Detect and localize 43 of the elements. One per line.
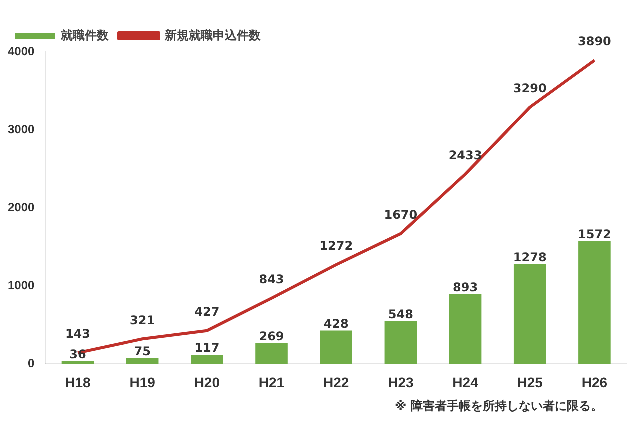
y-tick-label: 4000	[8, 44, 36, 58]
legend-label: 就職件数	[60, 28, 110, 42]
bar	[449, 294, 482, 364]
x-tick-label: H24	[452, 374, 479, 390]
bar	[578, 242, 611, 364]
x-tick-label: H19	[130, 374, 156, 390]
data-label: 893	[452, 280, 478, 295]
x-tick-label: H20	[194, 374, 220, 390]
bar	[126, 358, 159, 364]
data-label: 269	[259, 329, 284, 344]
data-label: 3290	[513, 82, 547, 96]
data-label: 321	[130, 313, 156, 328]
bar	[256, 343, 288, 364]
data-label: 428	[324, 316, 349, 331]
data-label: 1278	[513, 250, 547, 265]
y-tick-label: 2000	[8, 200, 36, 214]
x-tick-label: H25	[517, 374, 544, 390]
bar	[514, 264, 546, 364]
x-tick-label: H18	[65, 374, 92, 390]
data-label: 1272	[320, 239, 354, 254]
legend-label: 新規就職申込件数	[164, 28, 262, 42]
data-label: 427	[194, 305, 220, 319]
data-label: 1670	[384, 208, 418, 222]
data-label: 143	[65, 327, 91, 342]
x-tick-label: H23	[388, 374, 414, 390]
bar	[384, 321, 418, 364]
y-tick-label: 1000	[8, 278, 36, 292]
x-tick-label: H26	[582, 374, 608, 390]
data-label: 117	[194, 341, 220, 356]
data-label: 843	[259, 272, 284, 287]
y-tick-label: 0	[28, 356, 36, 371]
data-label: 2433	[448, 148, 482, 162]
data-label: 3890	[578, 34, 612, 49]
data-label: 548	[388, 308, 414, 322]
x-tick-label: H21	[258, 374, 285, 390]
data-label: 1572	[578, 228, 612, 242]
data-label: 75	[134, 344, 151, 358]
y-tick-label: 3000	[8, 122, 36, 136]
bar	[320, 330, 352, 364]
data-label: 36	[70, 348, 86, 362]
x-tick-label: H22	[324, 374, 350, 390]
text: ※ 障害者手帳を所持しない者に限る。	[395, 398, 603, 415]
bar	[191, 355, 224, 364]
